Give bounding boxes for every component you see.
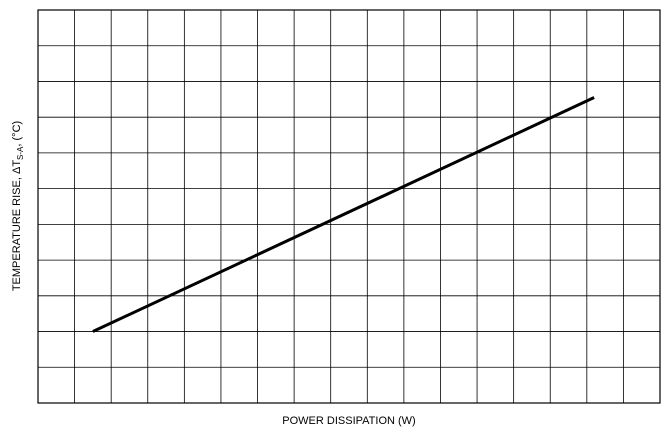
plot-frame	[37, 9, 661, 404]
y-axis-label: TEMPERATURE RISE, ΔTS-A, (°C)	[11, 121, 25, 291]
data-line	[92, 96, 595, 333]
y-label-subscript: S-A	[16, 146, 25, 160]
x-axis-label: POWER DISSIPATION (W)	[282, 415, 415, 427]
y-label-part: TEMPERATURE RISE, ΔT	[11, 160, 23, 291]
y-label-part: , (°C)	[11, 121, 23, 147]
